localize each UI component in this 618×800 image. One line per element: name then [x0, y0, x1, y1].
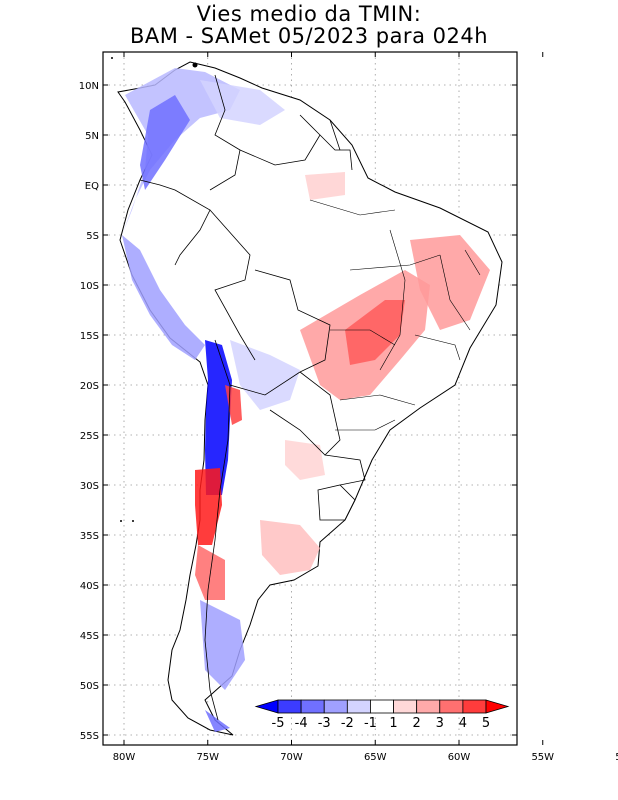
lat-tick-label: 15S [80, 331, 99, 342]
colorbar-swatch [462, 699, 487, 714]
colorbar-label: -2 [341, 716, 354, 731]
lon-tick-label: 65W [364, 752, 387, 763]
lat-tick-label: 25S [80, 431, 99, 442]
state-line-3 [379, 229, 406, 371]
lat-tick-label: 45S [80, 631, 99, 642]
bias-patch-argentina-pampa [260, 520, 320, 575]
lat-tick-label: 5S [86, 231, 99, 242]
island-marker [120, 520, 122, 522]
island-marker [192, 62, 198, 68]
country-borders [139, 74, 366, 721]
colorbar-swatch [323, 699, 348, 714]
bias-patch-central-brazil-core [345, 300, 405, 365]
lat-tick-label: 30S [80, 481, 99, 492]
border-venezuela-brazil [239, 114, 321, 166]
border-uruguay [317, 484, 356, 521]
lat-tick-label: EQ [85, 181, 99, 192]
lon-tick-label: 50W [615, 752, 618, 763]
colorbar-swatch [416, 699, 441, 714]
island-marker [111, 57, 113, 59]
state-line-5 [339, 394, 416, 406]
border-colombia-venezuela [209, 74, 241, 191]
colorbar-swatch [370, 699, 394, 714]
state-line-7 [439, 254, 471, 331]
negative-bias-areas [122, 68, 300, 732]
border-bolivia-chile-argentina [214, 339, 301, 396]
axis-ticks: 10N 5N EQ 5S 10S 15S 20S 25S 30S 35S 40S 45S 50S 55S 8… [79, 52, 618, 763]
bias-patch-patagonia-south [200, 600, 245, 690]
lat-tick-label: 40S [80, 581, 99, 592]
bias-patch-chile-central [195, 468, 222, 545]
bias-patch-andes-colombia [140, 95, 190, 190]
state-line-1 [309, 199, 396, 216]
state-line-8 [464, 249, 481, 276]
lat-tick-label: 35S [80, 531, 99, 542]
colorbar-label: -3 [318, 716, 331, 731]
border-guianas-2 [329, 119, 341, 151]
border-argentina-chile [204, 384, 231, 721]
brazil-state-borders [309, 199, 481, 431]
lat-tick-label: 10S [80, 281, 99, 292]
colorbar-label: -4 [295, 716, 308, 731]
state-line-6 [335, 419, 396, 431]
colorbar-label: 5 [482, 716, 490, 731]
lon-tick-label: 60W [448, 752, 471, 763]
island-marker [132, 520, 134, 522]
map-title-line1: Vies medio da TMIN: [196, 2, 422, 26]
colorbar-label: 1 [389, 716, 397, 731]
border-argentina-brazil [324, 454, 366, 486]
state-line-2 [349, 254, 441, 271]
lat-tick-label: 50S [80, 681, 99, 692]
colorbar: -5 -4 -3 -2 -1 1 2 3 4 5 [254, 699, 510, 731]
map-title-line2: BAM - SAMet 05/2023 para 024h [129, 24, 489, 48]
colorbar-label: -5 [272, 716, 285, 731]
colorbar-swatch [300, 699, 325, 714]
colorbar-swatch [393, 699, 418, 714]
bias-patch-peru-coast [122, 235, 205, 360]
lon-tick-label: 80W [113, 752, 136, 763]
colorbar-label: -1 [364, 716, 377, 731]
islands [111, 57, 198, 522]
border-paraguay [269, 371, 341, 456]
colorbar-swatch [439, 699, 464, 714]
border-bolivia-brazil [254, 269, 331, 373]
bias-patch-chile-south [195, 545, 225, 600]
lat-tick-label: 5N [85, 131, 99, 142]
colorbar-label: 2 [413, 716, 421, 731]
bias-patch-venezuela [200, 80, 285, 125]
border-guianas-1 [319, 134, 353, 171]
bias-patch-paraguay [285, 440, 325, 480]
bias-patch-altiplano [230, 340, 300, 410]
state-line-4 [330, 329, 396, 346]
border-peru-brazil [209, 209, 256, 361]
colorbar-label: 4 [459, 716, 467, 731]
bias-patch-amazon-small [305, 172, 345, 200]
lat-tick-label: 10N [79, 81, 99, 92]
lat-tick-label: 55S [80, 731, 99, 742]
lon-tick-label: 75W [196, 752, 219, 763]
colorbar-swatch [346, 699, 371, 714]
bias-patch-tierra-del-fuego [205, 710, 230, 732]
lat-tick-label: 20S [80, 381, 99, 392]
colorbar-max-arrow [485, 699, 510, 714]
map-frame [102, 51, 518, 746]
state-line-9 [414, 334, 461, 361]
colorbar-swatch [277, 699, 302, 714]
colorbar-label: 3 [436, 716, 444, 731]
lon-tick-label: 70W [280, 752, 303, 763]
lon-tick-label: 55W [531, 752, 554, 763]
